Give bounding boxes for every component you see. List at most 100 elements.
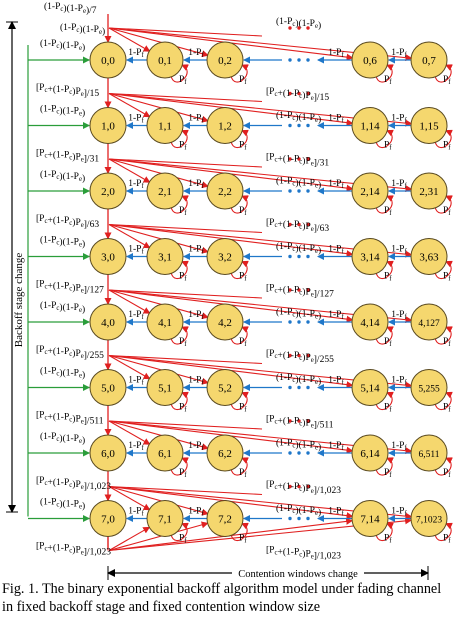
fan-edge-2-2 (108, 158, 209, 189)
state-node: 7,1 (146, 500, 184, 537)
self-loop-2-1 (170, 195, 189, 214)
state-node: 4,127 (410, 303, 448, 341)
ellipsis-dot-red (306, 484, 310, 489)
fan-edge-0-2 (108, 27, 209, 58)
state-node-label: 3,2 (218, 252, 232, 264)
state-node: 0,6 (351, 41, 389, 79)
pf-label-7-3: Pf (384, 534, 392, 545)
state-node-circle (146, 172, 184, 210)
right-fan-label-6: (1-Pc)(1-Pe) (276, 503, 321, 518)
freeze-label-0-a: 1-Pf (128, 48, 144, 59)
fan-edge-far-1 (108, 92, 263, 103)
state-node-circle (146, 107, 184, 144)
state-nodes: 0,0 0,1 0,2 0,6 0,7 1,0 1,1 1,2 1,14 1,15 2,0 2,1 2,… (89, 41, 448, 537)
state-node-label: 0,7 (422, 55, 436, 67)
top-right-fan-label: (1-Pc)(1-Pe) (276, 16, 321, 31)
state-node-circle (146, 238, 184, 275)
state-node-circle (206, 41, 244, 79)
freeze-label-0-b: 1-Pf (188, 48, 204, 59)
self-loop-3-2 (230, 260, 249, 280)
state-node-circle (146, 500, 184, 537)
state-node-circle (206, 369, 244, 406)
freeze-label-1-d: 1-Pf (391, 114, 407, 125)
stage-prob-label-left-3: [Pc+(1-Pc)Pe]/127 (36, 280, 104, 296)
pf-label-7-4: Pf (443, 534, 451, 545)
self-loop-7-3 (375, 522, 394, 542)
freeze-label-0-c: 1-Pf (328, 48, 344, 59)
freeze-label-6-d: 1-Pf (391, 441, 407, 452)
ellipsis-dot-blue (297, 189, 301, 193)
ellipsis-dot-blue (306, 123, 310, 128)
ellipsis-dot-red (297, 26, 301, 30)
self-loop-7-2 (230, 522, 249, 542)
ellipsis-dot-red (297, 157, 301, 161)
state-node-label: 5,1 (158, 383, 172, 395)
state-node-label: 7,14 (360, 514, 380, 526)
freeze-label-7-d: 1-Pf (391, 507, 407, 518)
freeze-label-6-c: 1-Pf (328, 441, 344, 452)
stage-prob-label-right-5: [Pc+(1-Pc)Pe]/511 (266, 415, 334, 431)
success-label-5: (1-Pc)(1-Pe) (40, 366, 85, 381)
self-loop-5-4 (434, 391, 453, 411)
state-node: 4,14 (351, 303, 389, 341)
ellipsis-dot-blue (297, 254, 301, 259)
fan-edge-7-2 (108, 485, 209, 516)
state-node-label: 5,2 (218, 383, 232, 395)
state-node-circle (89, 434, 127, 472)
fan-edge-6-1 (108, 420, 151, 445)
axis-indicators: Backoff stage change Contention windows c… (6, 21, 429, 580)
self-loop-6-4 (434, 457, 453, 476)
fan-edge-5-1 (108, 355, 151, 380)
ellipsis-dot-red (297, 484, 301, 489)
state-node: 5,2 (206, 369, 244, 406)
freeze-label-4-b: 1-Pf (188, 310, 204, 321)
ellipsis-dot-blue (288, 189, 292, 193)
ellipsis-dot-red (297, 288, 301, 292)
state-node-circle (146, 41, 184, 79)
state-node-circle (351, 41, 389, 79)
state-node: 3,1 (146, 238, 184, 275)
state-node-label: 3,1 (158, 252, 172, 264)
state-node-label: 2,2 (218, 186, 232, 198)
ellipsis-dot-red (288, 91, 292, 96)
state-node-circle (206, 303, 244, 341)
pf-label-2-1: Pf (179, 206, 187, 217)
self-loop-4-3 (375, 326, 394, 345)
fan-edge-2-1 (108, 158, 151, 183)
state-node-circle (89, 500, 127, 537)
freeze-label-2-a: 1-Pf (128, 179, 144, 190)
pf-label-1-1: Pf (179, 141, 187, 152)
pf-label-4-4: Pf (443, 337, 451, 348)
state-node-label: 2,14 (360, 186, 380, 198)
pf-label-0-3: Pf (384, 75, 392, 86)
right-fan-label-4: (1-Pc)(1-Pe) (276, 372, 321, 387)
state-node-circle (146, 434, 184, 472)
self-loop-2-3 (375, 195, 394, 214)
ellipsis-dot-blue (306, 451, 310, 455)
state-node: 5,255 (410, 369, 448, 406)
ellipsis-dot-blue (297, 516, 301, 521)
right-fan-label-0: (1-Pc)(1-Pe) (276, 110, 321, 125)
state-node-circle (206, 238, 244, 275)
state-node-label: 5,255 (418, 385, 440, 395)
state-node-label: 1,2 (218, 121, 232, 133)
state-node: 7,2 (206, 500, 244, 537)
pf-label-2-4: Pf (443, 206, 451, 217)
ellipsis-dot-blue (297, 451, 301, 455)
freeze-label-5-d: 1-Pf (391, 376, 407, 387)
success-label-1: (1-Pc)(1-Pe) (40, 104, 85, 119)
self-loop-4-1 (170, 326, 189, 345)
success-label-2: (1-Pc)(1-Pe) (40, 169, 85, 184)
ellipsis-dot-blue (288, 385, 292, 390)
pf-label-7-2: Pf (239, 534, 247, 545)
ellipsis-dot-blue (288, 451, 292, 455)
freeze-label-3-d: 1-Pf (391, 245, 407, 256)
fan-edge-far-0 (108, 27, 263, 37)
stage-prob-label-right-2: [Pc+(1-Pc)Pe]/63 (266, 218, 329, 234)
top-edge-label: (1-Pc)(1-Pe)/7 (44, 1, 97, 16)
state-node: 6,2 (206, 434, 244, 472)
top-fan-label: (1-Pc)(1-Pe) (60, 22, 105, 37)
freeze-label-5-c: 1-Pf (328, 376, 344, 387)
state-node: 3,14 (351, 238, 389, 275)
state-node-circle (410, 41, 448, 79)
